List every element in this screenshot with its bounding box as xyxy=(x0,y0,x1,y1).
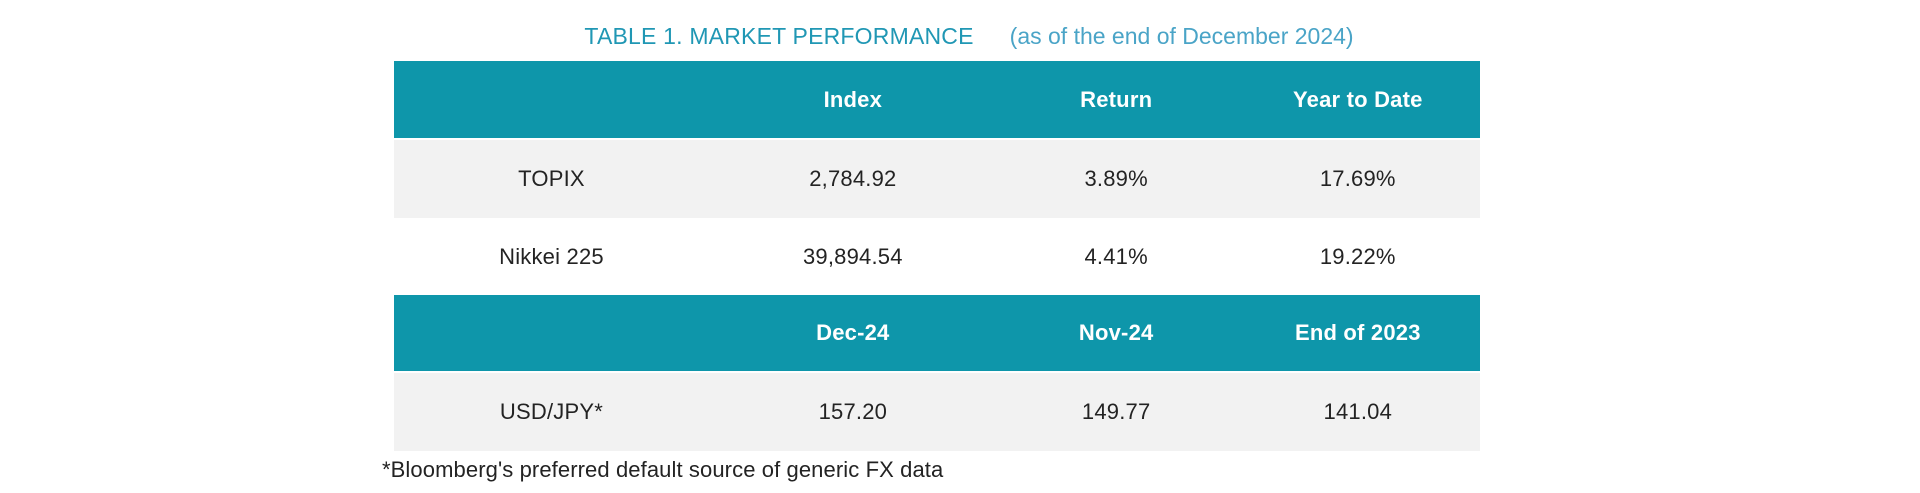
table1-header-blank xyxy=(394,61,709,138)
usdjpy-nov24-value: 149.77 xyxy=(1081,399,1151,424)
nikkei-index-value: 39,894.54 xyxy=(802,243,903,269)
table1-header-year-to-date: Year to Date xyxy=(1293,86,1423,112)
table-title-main: TABLE 1. MARKET PERFORMANCE xyxy=(584,23,974,49)
footnote: *Bloomberg's preferred default source of… xyxy=(382,457,944,482)
table2-header-row: Dec-24 Nov-24 End of 2023 xyxy=(394,295,1480,373)
topix-index-value: 2,784.92 xyxy=(809,166,897,191)
table-row-nikkei: Nikkei 225 39,894.54 4.41% 19.22% xyxy=(394,218,1480,295)
usdjpy-dec24-value: 157.20 xyxy=(818,399,888,424)
table2-header-blank xyxy=(394,295,709,371)
table-row-usdjpy: USD/JPY* 157.20 149.77 141.04 xyxy=(394,373,1480,451)
usdjpy-end2023-value: 141.04 xyxy=(1323,399,1393,424)
nikkei-ytd-value: 19.22% xyxy=(1319,243,1396,269)
row-label-usdjpy: USD/JPY* xyxy=(499,399,603,424)
table-title-sub: (as of the end of December 2024) xyxy=(1009,23,1354,49)
topix-return-value: 3.89% xyxy=(1084,166,1148,191)
row-label-nikkei: Nikkei 225 xyxy=(499,243,604,269)
table1-header-row: Index Return Year to Date xyxy=(394,61,1480,140)
row-label-topix: TOPIX xyxy=(518,166,585,191)
market-performance-table: Index Return Year to Date TOPIX 2,784.92… xyxy=(394,61,1480,451)
table2-header-end-of-2023: End of 2023 xyxy=(1294,320,1421,345)
table1-header-return: Return xyxy=(1080,86,1153,112)
topix-ytd-value: 17.69% xyxy=(1319,166,1396,191)
table-title: TABLE 1. MARKET PERFORMANCE (as of the e… xyxy=(394,23,1480,50)
table2-header-dec24: Dec-24 xyxy=(816,320,890,345)
nikkei-return-value: 4.41% xyxy=(1084,243,1148,269)
table-row-topix: TOPIX 2,784.92 3.89% 17.69% xyxy=(394,140,1480,218)
table2-header-nov24: Nov-24 xyxy=(1078,320,1154,345)
table1-header-index: Index xyxy=(823,86,883,112)
